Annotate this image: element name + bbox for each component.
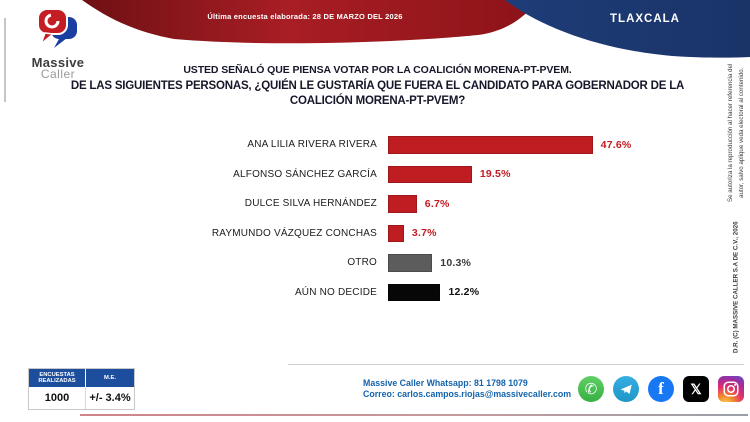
region-title: TLAXCALA	[610, 13, 680, 25]
bottom-accent-line	[80, 414, 748, 416]
bar-label: AÚN NO DECIDE	[294, 286, 377, 298]
bar-label: RAYMUNDO VÁZQUEZ CONCHAS	[211, 227, 377, 239]
survey-date-banner: Última encuesta elaborada: 28 DE MARZO D…	[207, 12, 403, 21]
bar-label: DULCE SILVA HERNÁNDEZ	[244, 198, 377, 210]
massive-caller-logo: Massive Caller	[20, 8, 96, 80]
logo-word-caller: Caller	[40, 67, 76, 81]
left-edge-divider	[4, 18, 6, 102]
bar	[388, 254, 433, 272]
bar-value: 6.7%	[424, 197, 450, 210]
sample-stats-table: ENCUESTAS REALIZADAS M.E. 1000 +/- 3.4%	[28, 368, 135, 410]
reproduction-notice: Se autoriza la reproducción al hacer ref…	[727, 63, 745, 202]
bar-label: OTRO	[347, 257, 377, 269]
bar	[388, 195, 417, 213]
question-line-1: USTED SEÑALÓ QUE PIENSA VOTAR POR LA COA…	[183, 64, 572, 76]
copyright-line: D.R. (C) MASSIVE CALLER S.A DE C.V., 202…	[732, 221, 740, 354]
bar	[388, 283, 441, 301]
telegram-icon[interactable]	[613, 376, 639, 402]
stats-value-row: 1000 +/- 3.4%	[29, 387, 134, 409]
bar-value: 47.6%	[600, 138, 632, 151]
footer-divider	[288, 364, 744, 365]
x-icon[interactable]: 𝕏	[683, 376, 709, 402]
chart-row: OTRO 10.3%	[60, 254, 631, 272]
logo-word-massive: Massive	[31, 55, 85, 70]
question-title: USTED SEÑALÓ QUE PIENSA VOTAR POR LA COA…	[45, 64, 710, 109]
legal-vertical-text: D.R. (C) MASSIVE CALLER S.A DE C.V., 202…	[725, 55, 747, 365]
poll-bar-chart: ANA LILIA RIVERA RIVERA 47.6% ALFONSO SÁNC…	[60, 136, 631, 301]
logo-bubbles-icon	[37, 8, 77, 48]
bar-label: ALFONSO SÁNCHEZ GARCÍA	[233, 168, 377, 180]
red-banner-shape	[82, 0, 538, 44]
facebook-icon[interactable]: f	[648, 376, 674, 402]
chart-row: ANA LILIA RIVERA RIVERA 47.6%	[60, 136, 631, 154]
chart-row: DULCE SILVA HERNÁNDEZ 6.7%	[60, 195, 631, 213]
bar-value: 3.7%	[411, 227, 437, 240]
chart-row: AÚN NO DECIDE 12.2%	[60, 283, 631, 301]
instagram-icon[interactable]	[718, 376, 744, 402]
bar-value: 10.3%	[440, 256, 472, 269]
bar-value: 19.5%	[479, 168, 511, 181]
stats-header-surveys: ENCUESTAS REALIZADAS	[29, 369, 86, 387]
stats-header-row: ENCUESTAS REALIZADAS M.E.	[29, 369, 134, 387]
contact-email: Correo: carlos.campos.riojas@massivecall…	[363, 388, 572, 399]
social-icons: ✆ f 𝕏	[578, 376, 744, 402]
contact-whatsapp: Massive Caller Whatsapp: 81 1798 1079	[363, 378, 528, 388]
bar-label: ANA LILIA RIVERA RIVERA	[247, 139, 377, 151]
bar	[388, 165, 472, 183]
chart-row: ALFONSO SÁNCHEZ GARCÍA 19.5%	[60, 165, 631, 183]
stats-header-margin: M.E.	[86, 369, 134, 387]
question-line-2: DE LAS SIGUIENTES PERSONAS, ¿QUIÉN LE GU…	[70, 80, 685, 107]
bar-value: 12.2%	[448, 286, 480, 299]
stats-value-surveys: 1000	[29, 387, 86, 409]
header-ribbons	[82, 0, 750, 58]
blue-banner-shape	[505, 0, 750, 58]
contact-info: Massive Caller Whatsapp: 81 1798 1079 Co…	[363, 378, 571, 399]
bar	[388, 136, 593, 154]
whatsapp-icon[interactable]: ✆	[578, 376, 604, 402]
bar	[388, 224, 404, 242]
chart-row: RAYMUNDO VÁZQUEZ CONCHAS 3.7%	[60, 224, 631, 242]
stats-value-margin: +/- 3.4%	[89, 392, 131, 404]
